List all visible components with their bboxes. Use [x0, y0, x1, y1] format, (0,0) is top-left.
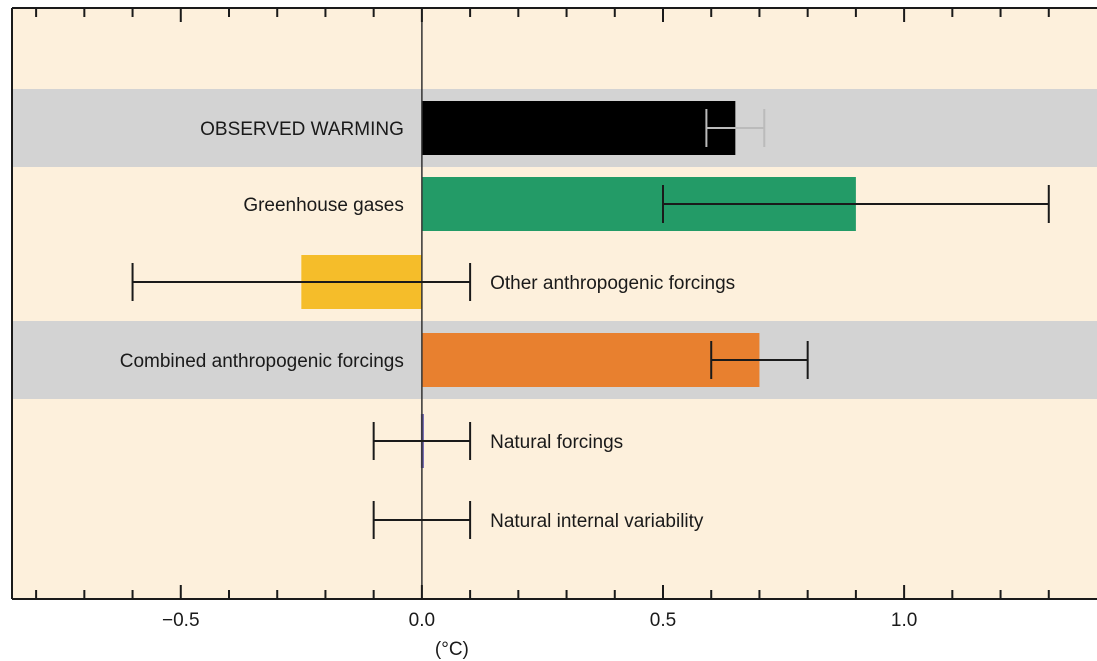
category-label: Natural internal variability — [490, 511, 704, 532]
bar — [421, 101, 736, 155]
category-labels: OBSERVED WARMING Greenhouse gases Other an… — [120, 119, 735, 532]
x-tick-label: −0.5 — [162, 610, 200, 631]
x-tick-label: 0.0 — [409, 610, 435, 631]
category-label: Greenhouse gases — [243, 195, 404, 216]
axes — [11, 7, 1097, 600]
category-label: OBSERVED WARMING — [200, 119, 404, 140]
bar — [421, 333, 760, 387]
x-tick-label: 0.5 — [650, 610, 676, 631]
x-axis-title: (°C) — [435, 639, 469, 660]
x-tick-labels: −0.5 0.0 0.5 1.0 — [162, 610, 917, 631]
category-label: Combined anthropogenic forcings — [120, 351, 404, 372]
category-label: Natural forcings — [490, 432, 623, 453]
error-bars — [131, 109, 1050, 539]
category-label: Other anthropogenic forcings — [490, 273, 735, 294]
x-tick-label: 1.0 — [891, 610, 917, 631]
x-ticks — [35, 8, 1050, 599]
